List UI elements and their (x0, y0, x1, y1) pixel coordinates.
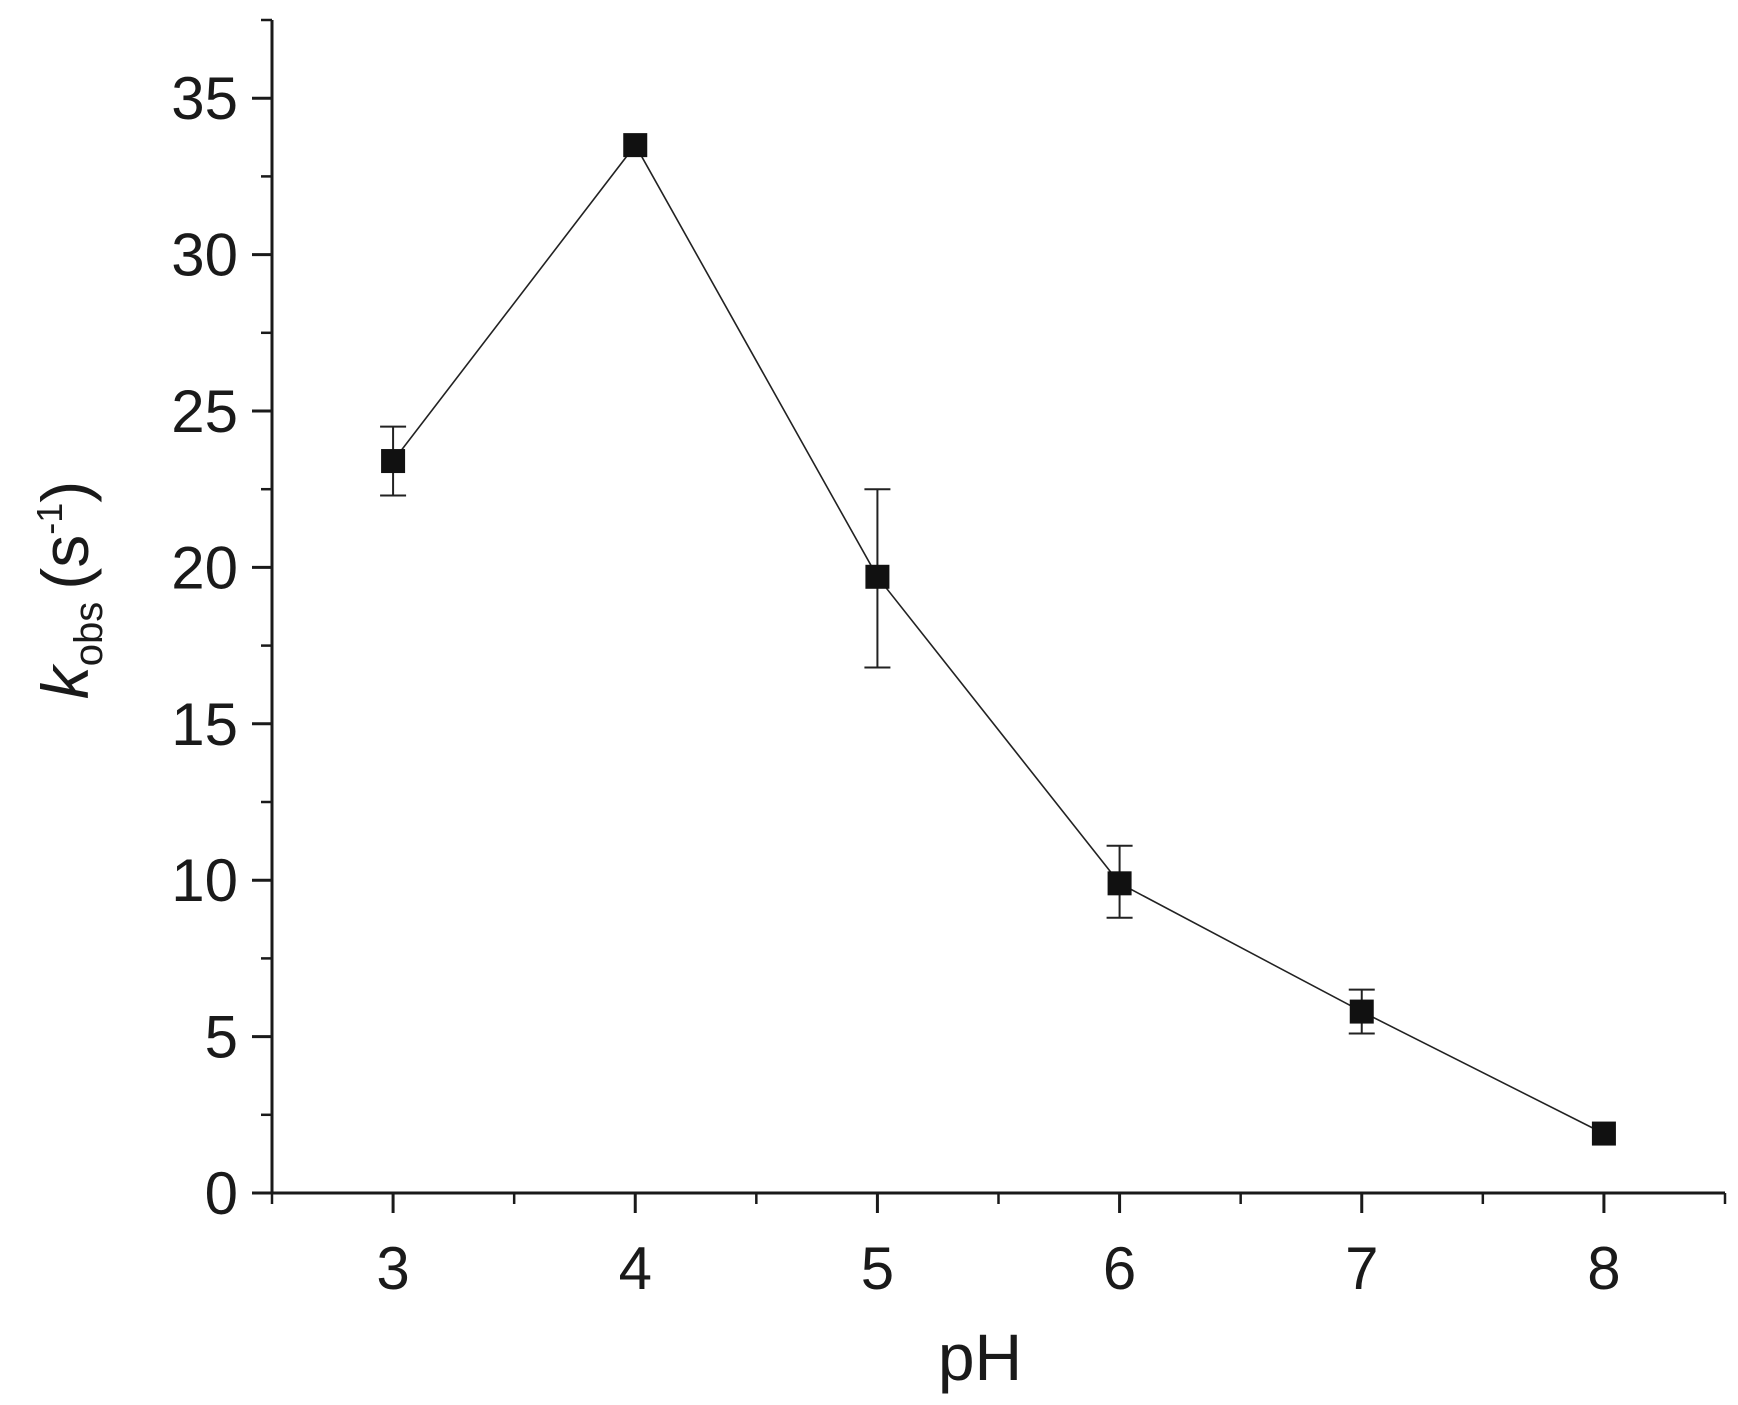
data-point (623, 133, 648, 158)
x-tick-label: 3 (376, 1235, 409, 1302)
y-axis-subscript: obs (67, 602, 111, 667)
y-axis-unit-open: (s (28, 535, 102, 590)
x-tick-label: 8 (1587, 1235, 1620, 1302)
y-tick-label: 0 (205, 1160, 238, 1227)
data-point (865, 564, 890, 589)
y-axis-unit-close: ) (28, 481, 102, 503)
x-tick-label: 6 (1103, 1235, 1136, 1302)
x-tick-label: 4 (619, 1235, 652, 1302)
y-tick-label: 10 (171, 847, 238, 914)
axes: 0 5 10 15 20 25 30 35 3 4 5 6 7 8 (171, 18, 1727, 1302)
y-axis-symbol: k (28, 663, 102, 699)
plot-area (380, 133, 1616, 1146)
x-tick-label: 7 (1345, 1235, 1378, 1302)
y-tick-label: 20 (171, 534, 238, 601)
y-tick-label: 35 (171, 65, 238, 132)
x-axis-title: pH (938, 1320, 1022, 1394)
y-axis-title: kobs (s-1) (28, 481, 111, 699)
series-line (392, 143, 1605, 1135)
y-axis-unit-superscript: -1 (29, 503, 70, 535)
y-tick-label: 30 (171, 222, 238, 289)
data-point (1107, 871, 1132, 896)
x-tick-label: 5 (861, 1235, 894, 1302)
y-tick-label: 25 (171, 378, 238, 445)
data-point (1591, 1121, 1616, 1146)
data-point (381, 449, 406, 474)
y-tick-label: 15 (171, 691, 238, 758)
y-tick-label: 5 (205, 1004, 238, 1071)
data-point (1349, 999, 1374, 1024)
